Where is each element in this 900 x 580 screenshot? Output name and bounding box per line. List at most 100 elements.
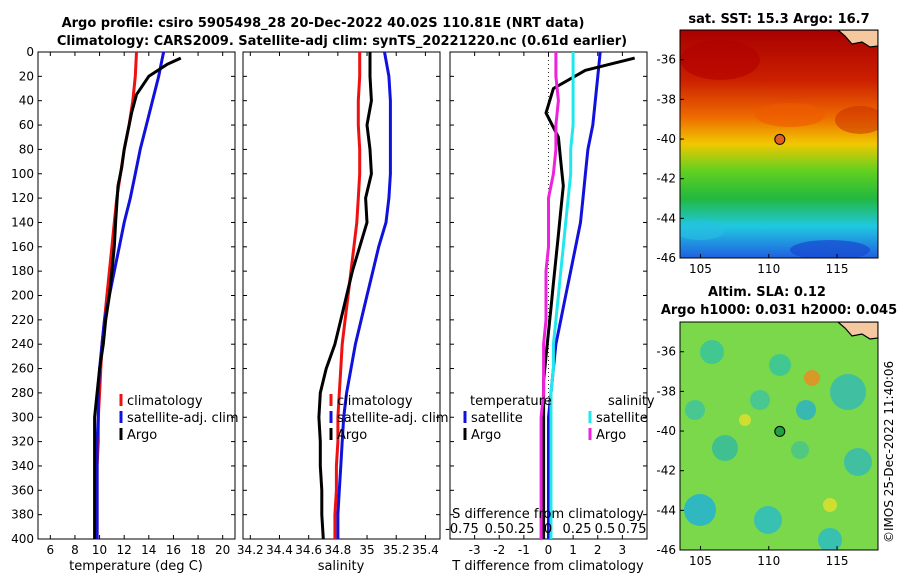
legend-title-salinity: salinity — [608, 394, 655, 409]
secondary-tick-label: 0 — [544, 522, 552, 537]
y-tick-label: 300 — [11, 410, 34, 424]
x-tick-label: 105 — [689, 554, 712, 568]
x-tick-label: 115 — [826, 554, 849, 568]
y-tick-label: -38 — [656, 384, 676, 398]
x-tick-label: 34.6 — [295, 543, 322, 557]
y-tick-label: 140 — [11, 215, 34, 229]
sla-map-title: Altim. SLA: 0.12 — [708, 285, 826, 300]
figure-title-line1: Argo profile: csiro 5905498_28 20-Dec-20… — [62, 16, 585, 31]
y-tick-label: 320 — [11, 435, 34, 449]
sla-eddy — [750, 390, 770, 410]
x-tick-label: 0 — [545, 543, 553, 557]
y-tick-label: 240 — [11, 337, 34, 351]
difference-xlabel: T difference from climatology — [451, 559, 644, 574]
x-tick-label: 20 — [215, 543, 230, 557]
sla-warm-anomaly — [739, 414, 751, 426]
y-tick-label: -40 — [656, 424, 676, 438]
y-tick-label: -42 — [656, 464, 676, 478]
difference-legend: temperature salinity satellite Argo sate… — [445, 394, 655, 537]
x-tick-label: 35 — [359, 543, 374, 557]
difference-series — [539, 51, 636, 539]
x-tick-label: 16 — [166, 543, 181, 557]
series-line-argo — [317, 52, 373, 540]
sla-map-subtitle: Argo h1000: 0.031 h2000: 0.045 — [661, 303, 897, 318]
temperature-panel-frame — [37, 51, 236, 540]
sla-eddy — [844, 448, 872, 476]
sst-map-axis-ticks: 105 110 115 -36 -38 -40 -42 -44 -46 — [656, 53, 848, 276]
sla-map — [680, 322, 878, 550]
series-line-salinity-argo — [539, 52, 560, 539]
sla-eddy — [769, 354, 791, 376]
x-tick-label: 34.2 — [237, 543, 264, 557]
y-tick-label: -46 — [656, 251, 676, 265]
series-line-salinity-satellite — [549, 52, 575, 539]
legend-label-climatology: climatology — [337, 394, 413, 409]
sla-eddy — [791, 441, 809, 459]
salinity-xlabel: salinity — [318, 559, 365, 574]
legend-label-argo: Argo — [337, 428, 367, 443]
y-tick-label: 60 — [19, 118, 34, 132]
x-tick-label: 105 — [689, 262, 712, 276]
x-tick-label: 34.8 — [324, 543, 351, 557]
coastline-land — [837, 322, 878, 340]
figure-title-line2: Climatology: CARS2009. Satellite-adj cli… — [57, 34, 627, 49]
sla-eddy — [754, 506, 782, 534]
copyright-stamp: ©IMOS 25-Dec-2022 11:40:06 — [882, 361, 896, 543]
x-tick-label: 115 — [826, 262, 849, 276]
salinity-axis-ticks: 34.2 34.4 34.6 34.8 35 35.2 35.4 — [237, 51, 440, 557]
y-tick-label: 340 — [11, 459, 34, 473]
y-tick-label: -36 — [656, 345, 676, 359]
x-tick-label: 2 — [594, 543, 602, 557]
y-tick-label: 400 — [11, 532, 34, 546]
sst-feature — [835, 106, 878, 134]
secondary-axis-label: S difference from climatology — [452, 507, 644, 522]
y-tick-label: 260 — [11, 362, 34, 376]
sla-warm-anomaly — [804, 370, 820, 386]
y-tick-label: 80 — [19, 142, 34, 156]
series-line-satellite-adj-clim — [95, 51, 166, 539]
sla-eddy — [712, 435, 738, 461]
y-tick-label: -38 — [656, 92, 676, 106]
sst-map-frame — [679, 29, 879, 259]
x-tick-label: 35.4 — [412, 543, 439, 557]
sst-feature — [755, 103, 825, 127]
y-tick-label: -36 — [656, 53, 676, 67]
sla-eddy — [684, 494, 716, 526]
x-tick-label: 18 — [190, 543, 205, 557]
x-tick-label: 6 — [46, 543, 54, 557]
y-tick-label: 0 — [26, 45, 34, 59]
y-tick-label: 220 — [11, 313, 34, 327]
y-tick-label: -44 — [656, 503, 676, 517]
sst-feature — [790, 240, 870, 258]
sla-map-axis-ticks: 105 110 115 -36 -38 -40 -42 -44 -46 — [656, 345, 848, 568]
y-tick-label: 360 — [11, 483, 34, 497]
secondary-tick-label: -0.75 — [445, 522, 479, 537]
y-tick-label: 20 — [19, 69, 34, 83]
x-tick-label: 8 — [71, 543, 79, 557]
legend-label-sal-satellite: satellite — [596, 411, 648, 426]
y-tick-label: 120 — [11, 191, 34, 205]
sla-eddy — [796, 400, 816, 420]
y-tick-label: -44 — [656, 211, 676, 225]
argo-position-marker — [774, 133, 786, 145]
series-line-temperature-argo — [542, 56, 636, 539]
legend-title-temperature: temperature — [470, 394, 552, 409]
legend-label-temp-satellite: satellite — [471, 411, 523, 426]
sst-feature — [680, 220, 725, 240]
y-tick-label: 160 — [11, 240, 34, 254]
series-line-argo — [93, 56, 182, 539]
argo-position-marker — [774, 425, 786, 437]
sla-warm-anomaly — [823, 498, 837, 512]
y-tick-label: 280 — [11, 386, 34, 400]
sst-map — [680, 30, 878, 258]
x-tick-label: 110 — [757, 554, 780, 568]
sla-eddy — [685, 400, 705, 420]
x-tick-label: -3 — [469, 543, 481, 557]
x-tick-label: 34.4 — [266, 543, 293, 557]
legend-label-sal-argo: Argo — [596, 428, 626, 443]
y-tick-label: 100 — [11, 167, 34, 181]
legend-label-temp-argo: Argo — [471, 428, 501, 443]
temperature-xlabel: temperature (deg C) — [69, 559, 203, 574]
legend-label-satellite: satellite-adj. clim — [337, 411, 449, 426]
